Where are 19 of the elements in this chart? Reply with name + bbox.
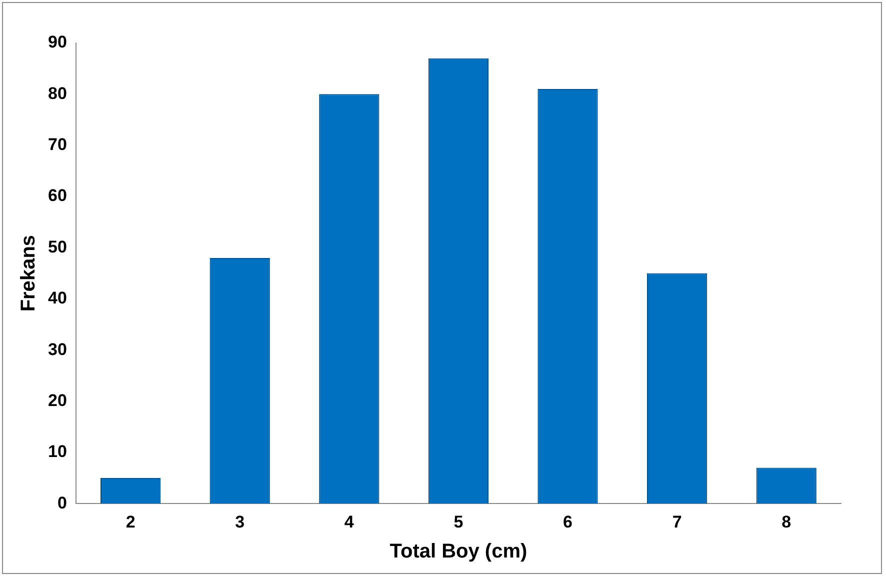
y-axis-title: Frekans	[18, 234, 40, 312]
x-tick-label: 5	[454, 512, 464, 532]
y-tick-label: 0	[57, 493, 67, 512]
x-tick-label: 7	[672, 512, 682, 532]
y-tick-label: 40	[48, 288, 67, 308]
y-tick-label: 80	[48, 84, 67, 103]
y-tick-label: 10	[48, 442, 67, 462]
x-tick-label: 2	[126, 512, 136, 532]
y-tick-label: 50	[48, 237, 67, 256]
x-tick-label: 8	[782, 512, 792, 532]
x-tick-label: 6	[563, 512, 572, 532]
x-tick-label: 3	[235, 512, 245, 532]
y-tick-label: 30	[48, 340, 67, 359]
y-tick-label: 20	[48, 390, 67, 410]
y-tick-label: 60	[48, 186, 67, 206]
x-axis-title: Total Boy (cm)	[390, 540, 528, 563]
x-tick-label: 4	[344, 512, 354, 532]
y-tick-label: 70	[48, 135, 67, 154]
y-tick-label: 90	[48, 32, 67, 52]
